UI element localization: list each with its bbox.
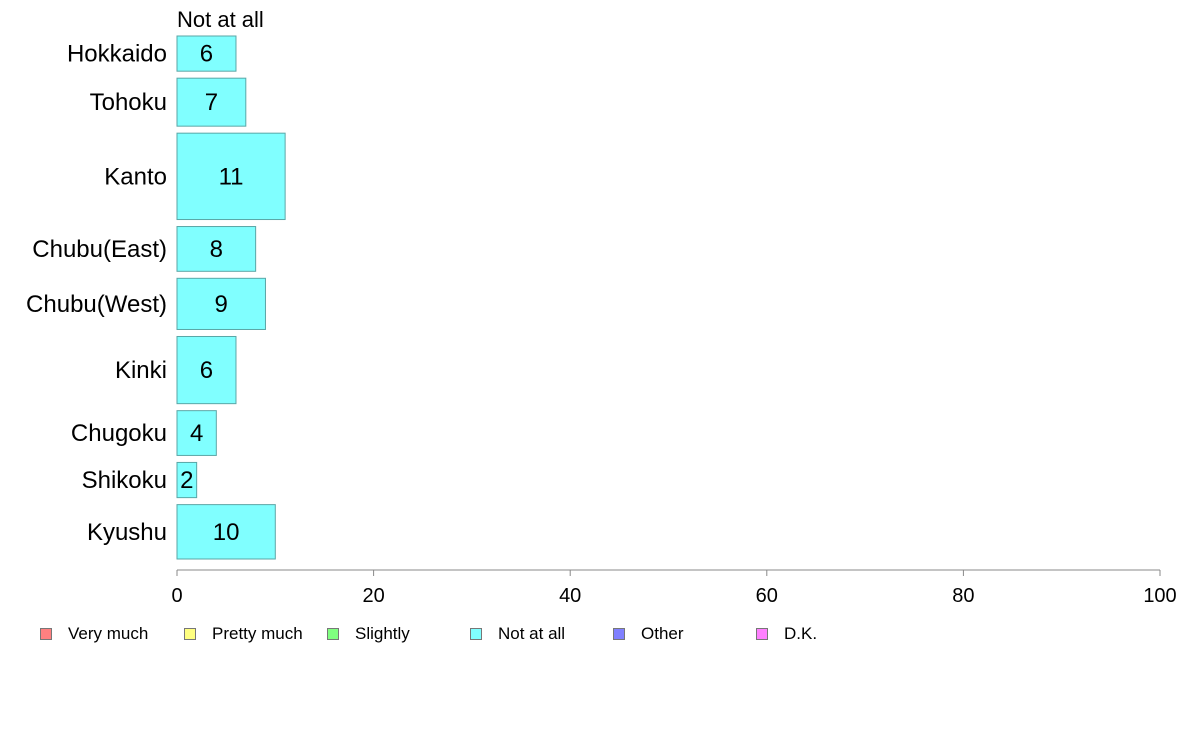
legend-swatch: [40, 628, 52, 640]
bar-tohoku: [176, 77, 247, 127]
value-label: 11: [219, 163, 244, 190]
x-tick-label: 0: [171, 585, 182, 607]
category-label: Chubu(East): [32, 236, 167, 263]
legend-label: Very much: [68, 624, 149, 643]
legend-item: D.K.: [756, 622, 817, 646]
bar-chubu-east-: [176, 226, 257, 272]
bar-kinki: [176, 335, 237, 405]
value-label: 6: [200, 41, 213, 68]
x-tick-label: 80: [952, 585, 974, 607]
legend-label: Pretty much: [212, 624, 303, 643]
legend-item: Other: [613, 622, 684, 646]
bar-hokkaido: [176, 35, 237, 72]
legend-swatch: [184, 628, 196, 640]
value-label: 8: [210, 236, 223, 263]
x-tick-label: 60: [756, 585, 778, 607]
legend-label: Slightly: [355, 624, 410, 643]
legend-item: Pretty much: [184, 622, 303, 646]
value-label: 10: [213, 519, 240, 546]
value-label: 4: [190, 420, 203, 447]
x-tick-label: 20: [362, 585, 384, 607]
category-label: Kanto: [104, 163, 167, 190]
x-axis: 0 20 40 60 80 100: [171, 569, 1177, 607]
legend: Very much Pretty much Slightly Not at all Ot…: [0, 622, 1188, 646]
panel-label: Not at all: [177, 7, 264, 32]
bars-group: Hokkaido 6 Tohoku 7 Kanto 11 Chubu(East) 8 Chubu…: [26, 35, 286, 560]
category-label: Kyushu: [87, 519, 167, 546]
bar-kyushu: [176, 504, 276, 560]
legend-swatch: [756, 628, 768, 640]
category-label: Hokkaido: [67, 41, 167, 68]
legend-swatch: [470, 628, 482, 640]
value-label: 7: [205, 89, 218, 116]
category-label: Shikoku: [82, 467, 167, 494]
legend-label: Other: [641, 624, 684, 643]
value-label: 9: [215, 291, 228, 318]
bar-kanto: [176, 132, 286, 221]
bar-shikoku: [176, 461, 198, 499]
bar-chugoku: [176, 410, 217, 456]
x-tick-label: 40: [559, 585, 581, 607]
legend-item: Not at all: [470, 622, 565, 646]
x-tick-label: 100: [1143, 585, 1176, 607]
bar-chubu-west-: [176, 277, 266, 330]
category-label: Chubu(West): [26, 291, 167, 318]
legend-swatch: [327, 628, 339, 640]
legend-item: Very much: [40, 622, 148, 646]
legend-label: D.K.: [784, 624, 818, 643]
category-label: Kinki: [115, 357, 167, 384]
legend-label: Not at all: [498, 624, 566, 643]
value-label: 6: [200, 357, 213, 384]
legend-swatch: [613, 628, 625, 640]
value-label: 2: [180, 467, 193, 494]
category-label: Tohoku: [90, 89, 167, 116]
legend-item: Slightly: [327, 622, 410, 646]
category-label: Chugoku: [71, 420, 167, 447]
